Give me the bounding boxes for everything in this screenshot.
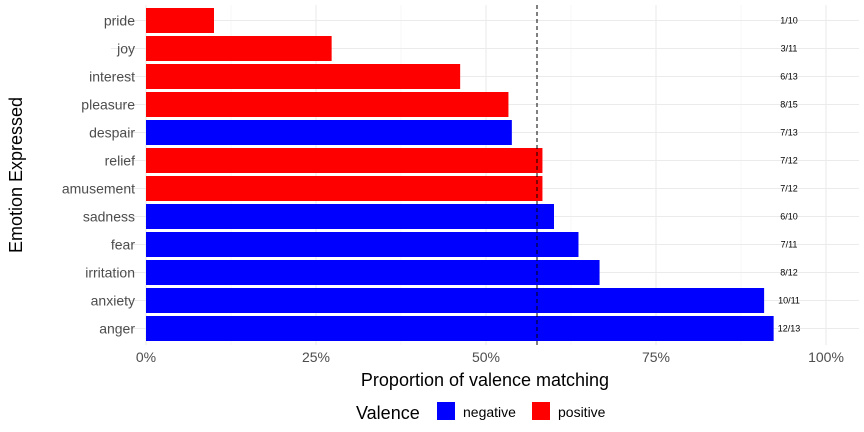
data-label-joy: 3/11 [781, 44, 798, 54]
x-tick-label: 50% [472, 349, 500, 365]
legend-label-positive: positive [558, 404, 606, 420]
category-label-joy: joy [116, 41, 135, 57]
labels-layer: pride 1/10 joy 3/11 interest 6/13 pleasure 8/15… [62, 13, 844, 366]
data-label-despair: 7/13 [780, 128, 798, 138]
bar-sadness [146, 204, 554, 229]
data-label-fear: 7/11 [781, 240, 798, 250]
category-label-interest: interest [89, 69, 135, 85]
category-label-pleasure: pleasure [81, 97, 135, 113]
x-tick-label: 25% [302, 349, 330, 365]
category-label-sadness: sadness [83, 209, 135, 225]
bar-pleasure [146, 92, 509, 117]
x-axis-title: Proportion of valence matching [361, 370, 609, 390]
bar-anger [146, 316, 774, 341]
x-tick-label: 75% [642, 349, 670, 365]
bar-amusement [146, 176, 543, 201]
legend-key-negative [437, 402, 455, 420]
bars-layer [146, 8, 774, 341]
bar-relief [146, 148, 543, 173]
bar-fear [146, 232, 579, 257]
category-label-relief: relief [105, 153, 135, 169]
data-label-anger: 12/13 [778, 324, 801, 334]
x-tick-label: 100% [808, 349, 844, 365]
bar-irritation [146, 260, 600, 285]
category-label-anger: anger [99, 321, 135, 337]
data-label-pleasure: 8/15 [780, 100, 798, 110]
category-label-irritation: irritation [85, 265, 135, 281]
legend-title: Valence [356, 403, 420, 423]
data-label-amusement: 7/12 [780, 184, 798, 194]
category-label-anxiety: anxiety [91, 293, 135, 309]
data-label-interest: 6/13 [780, 72, 798, 82]
data-label-sadness: 6/10 [780, 212, 798, 222]
data-label-relief: 7/12 [780, 156, 798, 166]
data-label-pride: 1/10 [780, 16, 798, 26]
bar-anxiety [146, 288, 765, 313]
data-label-irritation: 8/12 [780, 268, 798, 278]
legend: Valence negative positive [356, 402, 606, 423]
bar-pride [146, 8, 214, 33]
data-label-anxiety: 10/11 [778, 296, 800, 306]
category-label-despair: despair [89, 125, 135, 141]
bar-despair [146, 120, 512, 145]
bar-interest [146, 64, 461, 89]
category-label-amusement: amusement [62, 181, 135, 197]
legend-key-positive [532, 402, 550, 420]
y-axis-title: Emotion Expressed [6, 97, 26, 253]
legend-label-negative: negative [463, 404, 516, 420]
category-label-fear: fear [111, 237, 135, 253]
x-tick-label: 0% [136, 349, 156, 365]
category-label-pride: pride [104, 13, 135, 29]
bar-joy [146, 36, 332, 61]
